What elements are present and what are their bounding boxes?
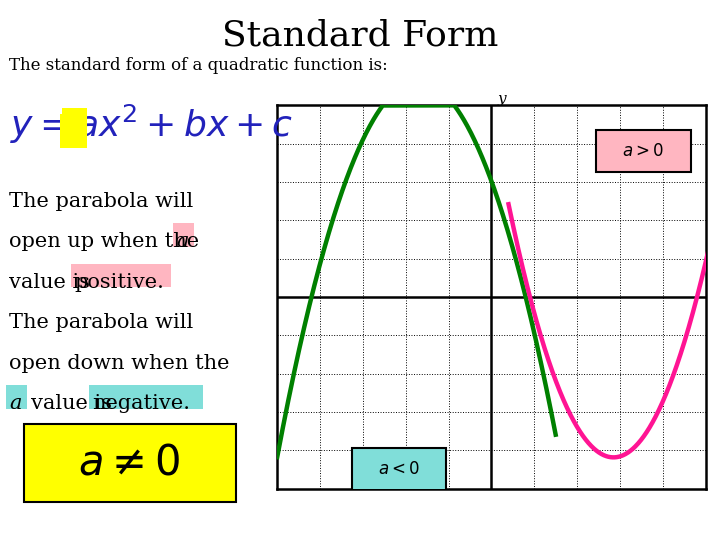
Text: The parabola will: The parabola will (9, 313, 194, 332)
Text: open up when the: open up when the (9, 232, 206, 251)
FancyBboxPatch shape (352, 448, 446, 491)
Bar (60, 114, 87, 148)
Text: $a \neq 0$: $a \neq 0$ (78, 442, 181, 484)
Text: positive.: positive. (74, 273, 164, 292)
Text: Standard Form: Standard Form (222, 19, 498, 53)
Text: The standard form of a quadratic function is:: The standard form of a quadratic functio… (9, 57, 388, 73)
Text: value is: value is (9, 273, 97, 292)
Text: $a > 0$: $a > 0$ (623, 143, 665, 160)
Text: a: a (9, 394, 22, 413)
Text: The parabola will: The parabola will (9, 192, 194, 211)
Text: a: a (176, 232, 189, 251)
Text: $a < 0$: $a < 0$ (378, 461, 420, 478)
Text: y: y (498, 92, 506, 106)
FancyBboxPatch shape (596, 130, 690, 172)
Text: open down when the: open down when the (9, 354, 230, 373)
Text: value is: value is (31, 394, 119, 413)
Text: negative.: negative. (92, 394, 190, 413)
Text: $y = ax^2 + bx + c$: $y = ax^2 + bx + c$ (10, 103, 293, 146)
Bar (62, 108, 87, 146)
